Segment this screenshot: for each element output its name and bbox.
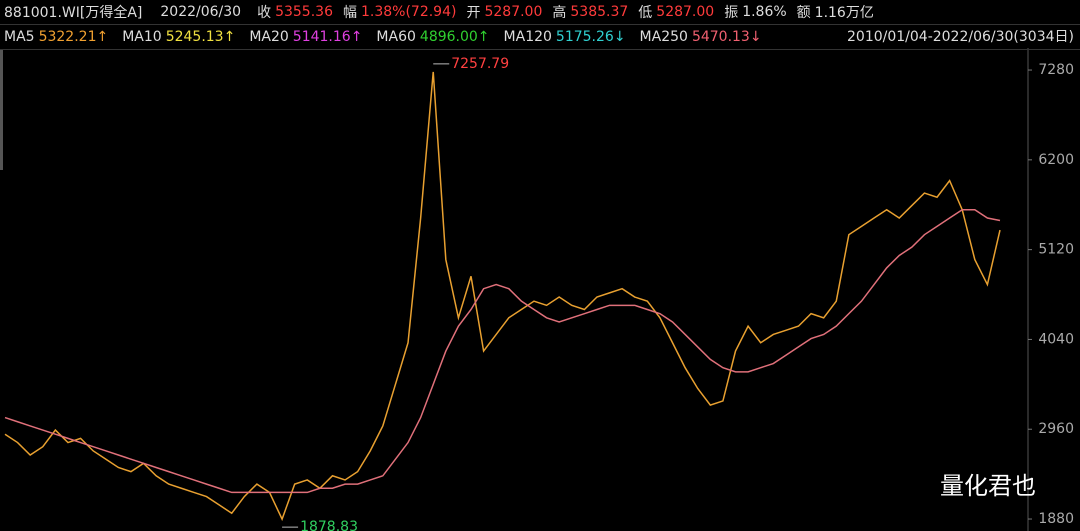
ma-value: 5245.13↑ [165,29,236,45]
ma-name: MA250 [639,29,688,45]
ma-name: MA20 [249,29,289,45]
field-value: 5385.37 [570,4,629,20]
field-value: 5287.00 [656,4,715,20]
field-label: 高 [552,5,567,21]
y-tick-label: 4040 [1038,331,1074,347]
ma-name: MA120 [503,29,552,45]
field-value: 5355.36 [275,4,333,20]
field-label: 振 [724,5,739,21]
field-label: 开 [466,5,481,21]
field-value: 1.86% [742,4,787,20]
price-line [4,71,1001,522]
extreme-label: 1878.83 [300,519,358,531]
field-label: 收 [257,5,272,21]
ma-value: 5322.21↑ [38,29,109,45]
ma-name: MA60 [376,29,416,45]
y-tick-label: 6200 [1038,152,1074,168]
y-tick-label: 7280 [1038,62,1074,78]
date: 2022/06/30 [160,4,242,20]
y-tick-label: 1880 [1038,511,1074,527]
ma-name: MA10 [122,29,162,45]
quote-bar: 881001.WI[万得全A] 2022/06/30 收 5355.36 幅 1.38… [0,0,1080,25]
ma-value: 5175.26↓ [555,29,626,45]
y-tick-label: 5120 [1038,242,1074,258]
extreme-label: 7257.79 [451,56,509,72]
left-strip [0,50,3,170]
ma-name: MA5 [4,29,35,45]
date-range: 2010/01/04-2022/06/30(3034日) [847,29,1074,45]
field-value: 5287.00 [484,4,543,20]
field-label: 幅 [342,5,357,21]
field-label: 额 [796,5,811,21]
ma-value: 5141.16↑ [292,29,363,45]
y-tick-label: 2960 [1038,421,1074,437]
code: 881001.WI[万得全A] [4,5,143,21]
ma-value: 5470.13↓ [691,29,762,45]
field-label: 低 [638,5,653,21]
price-line [4,208,1001,494]
field-value: 1.16万亿 [814,5,874,21]
field-value: 1.38%(72.94) [360,4,457,20]
ma-value: 4896.00↑ [419,29,490,45]
watermark: 量化君也 [940,472,1036,500]
ma-legend: MA5 5322.21↑ MA10 5245.13↑ MA20 5141.16↑ MA60 4… [0,25,1080,50]
